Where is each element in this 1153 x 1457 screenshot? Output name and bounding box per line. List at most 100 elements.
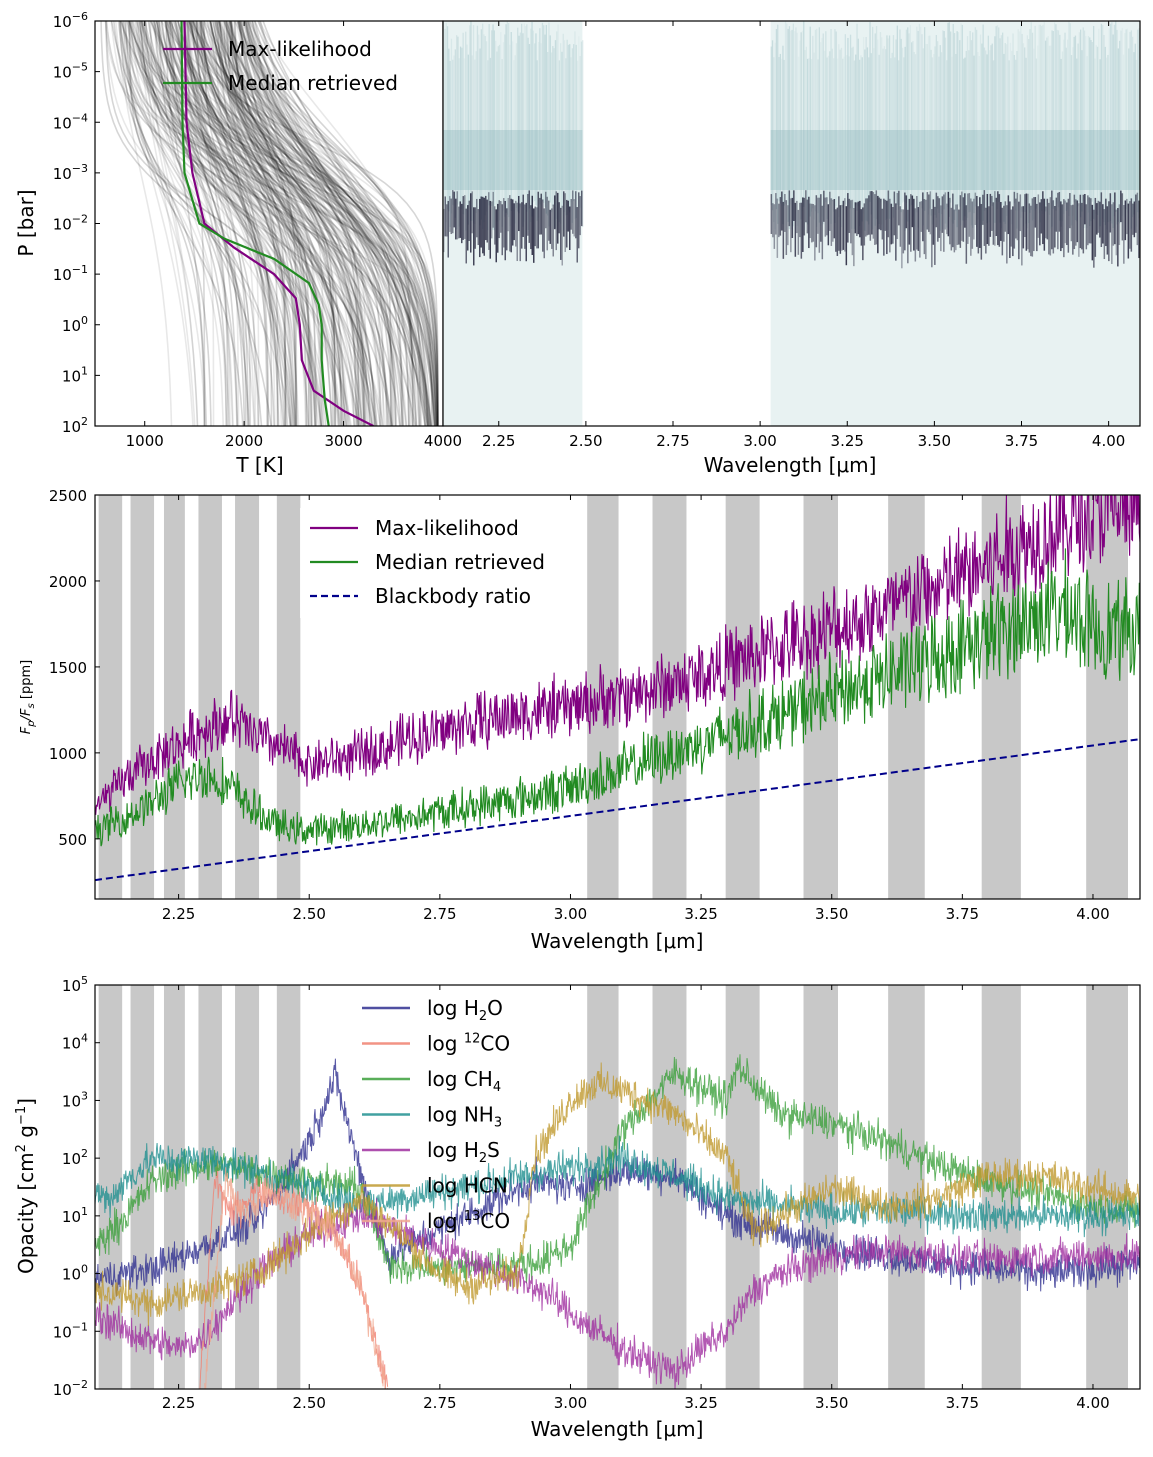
- cf-streak: [987, 35, 989, 206]
- bin-band-3: [198, 495, 222, 899]
- tp-sample-profile: [192, 21, 416, 426]
- cf-streak: [801, 30, 804, 212]
- tp-sample-profile: [187, 21, 249, 426]
- tp-sample-profile: [187, 21, 422, 426]
- cf-streak: [775, 29, 778, 210]
- tp-sample-profile: [239, 21, 343, 426]
- cf-streak: [832, 58, 835, 212]
- tp-sample-profile: [209, 21, 344, 426]
- tp-sample-profile: [229, 21, 396, 426]
- cf-streak: [944, 37, 947, 224]
- cf-core: [814, 205, 816, 261]
- cf-heatmap: [443, 21, 1140, 426]
- cf-streak: [1038, 24, 1040, 214]
- cf-streak: [974, 27, 976, 207]
- cf-streak: [901, 47, 904, 203]
- tp-sample-profile: [129, 21, 322, 426]
- cf-streak: [969, 30, 971, 212]
- cf-core: [536, 207, 538, 249]
- cf-streak: [1059, 34, 1061, 221]
- cf-core: [1079, 194, 1082, 249]
- cf-core: [817, 197, 819, 234]
- tp-sample-profile: [135, 21, 362, 426]
- tp-sample-profile: [236, 21, 435, 426]
- cf-streak: [515, 43, 518, 208]
- cf-streak: [1086, 56, 1088, 228]
- cf-streak: [983, 47, 986, 211]
- cf-streak: [887, 38, 889, 230]
- cf-streak: [929, 35, 931, 209]
- cf-core: [1027, 193, 1029, 250]
- tp-sample-profile: [184, 21, 429, 426]
- cf-streak: [556, 31, 558, 219]
- cf-streak: [856, 23, 858, 211]
- tp-sample-profile: [240, 21, 376, 426]
- cf-streak: [779, 53, 781, 204]
- cf-core: [530, 205, 532, 250]
- spectrum-median: [95, 548, 1140, 847]
- cf-core: [579, 196, 581, 236]
- cf-core: [959, 195, 962, 248]
- cf-core: [944, 192, 947, 230]
- tp-sample-profile: [165, 21, 355, 426]
- cf-streak: [920, 26, 922, 205]
- cf-core: [926, 192, 929, 230]
- cf-streak: [1043, 22, 1045, 206]
- tp-sample-profile: [185, 21, 339, 426]
- cf-core: [883, 198, 885, 256]
- tp-sample-profile: [180, 21, 323, 426]
- cf-streak: [444, 28, 446, 206]
- cf-core: [997, 191, 999, 246]
- tp-y-ticklabel-0: 10−6: [53, 10, 88, 31]
- tp-sample-profile: [225, 21, 363, 426]
- cf-streak: [1011, 50, 1013, 225]
- cf-streak: [774, 42, 776, 229]
- tp-sample-profile: [231, 21, 369, 426]
- cf-core: [1003, 205, 1005, 242]
- cf-streak: [448, 48, 450, 212]
- cf-core: [889, 198, 891, 253]
- cf-core: [971, 201, 974, 249]
- cf-streak: [786, 23, 788, 205]
- cf-streak: [557, 24, 559, 226]
- op-y-ticklabel-5: 103: [62, 1089, 88, 1110]
- cf-streak: [537, 41, 540, 218]
- tp-sample-profile: [159, 21, 256, 426]
- tp-sample-profile: [174, 21, 294, 426]
- cf-streak: [1109, 23, 1112, 221]
- tp-sample-profile: [168, 21, 362, 426]
- cf-streak: [1012, 33, 1014, 206]
- cf-streak: [1090, 39, 1092, 222]
- cf-core: [1019, 194, 1022, 232]
- cf-streak: [875, 26, 878, 219]
- tp-sample-profile: [155, 21, 250, 426]
- tp-sample-profile: [207, 21, 439, 426]
- cf-streak: [922, 48, 924, 226]
- cf-streak: [836, 58, 839, 209]
- cf-streak: [452, 59, 454, 205]
- cf-core: [1082, 194, 1085, 254]
- cf-streak: [956, 31, 958, 228]
- tp-sample-profile: [119, 21, 313, 426]
- cf-core: [533, 208, 535, 263]
- tp-sample-profile: [186, 21, 296, 426]
- cf-core: [500, 201, 502, 233]
- tp-sample-profile: [212, 21, 375, 426]
- cf-core: [866, 198, 869, 236]
- cf-streak: [459, 46, 462, 203]
- cf-core: [808, 196, 810, 249]
- cf-streak: [1129, 31, 1131, 203]
- cf-core: [552, 204, 554, 257]
- cf-core: [482, 196, 484, 254]
- cf-streak: [1073, 36, 1075, 203]
- cf-core: [572, 190, 574, 234]
- tp-sample-profile: [218, 21, 439, 426]
- cf-core: [841, 204, 843, 251]
- cf-streak: [938, 56, 940, 214]
- cf-core: [1085, 204, 1088, 250]
- cf-core: [1106, 206, 1109, 255]
- cf-streak: [900, 38, 902, 213]
- tp-sample-profile: [117, 21, 194, 426]
- cf-streak: [1100, 23, 1103, 202]
- tp-sample-profile: [110, 21, 224, 426]
